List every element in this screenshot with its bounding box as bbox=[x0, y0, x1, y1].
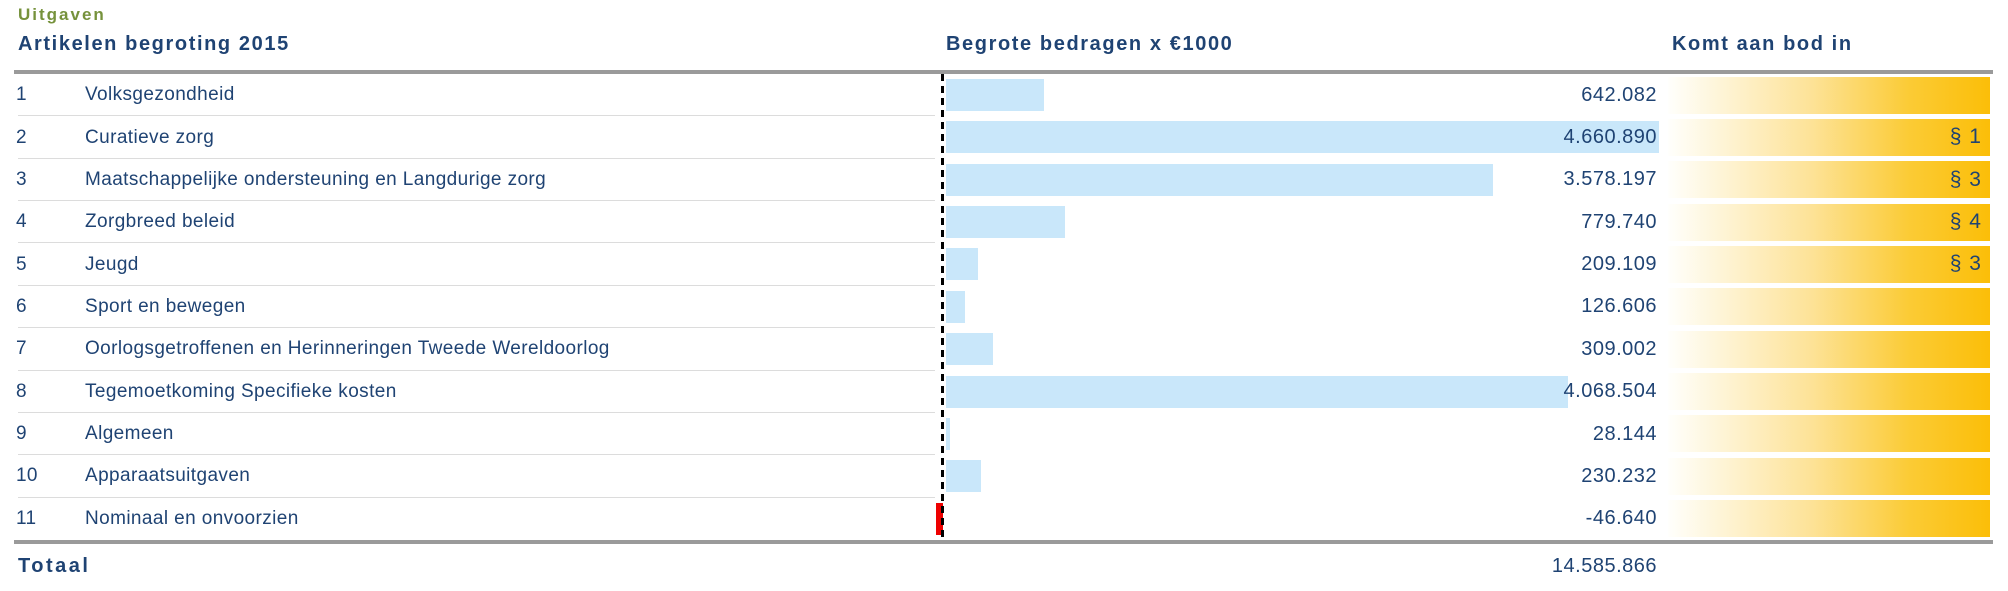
section-paragraph-label: § 4 bbox=[1949, 210, 1982, 234]
budget-bar bbox=[936, 502, 943, 535]
article-label: Algemeen bbox=[85, 423, 174, 445]
budget-value: 209.109 bbox=[1581, 253, 1657, 276]
budget-bar bbox=[946, 79, 1044, 111]
row-separator bbox=[18, 411, 935, 413]
article-number: 6 bbox=[16, 295, 27, 317]
total-rule bbox=[14, 540, 1993, 544]
column-header-amounts: Begrote bedragen x €1000 bbox=[946, 33, 1234, 55]
row-separator bbox=[18, 327, 935, 329]
row-separator bbox=[18, 157, 935, 159]
total-label: Totaal bbox=[18, 554, 91, 577]
section-gradient-bar bbox=[1668, 373, 1990, 411]
table-row: 6 Sport en bewegen 126.606 bbox=[0, 286, 2008, 329]
article-label: Tegemoetkoming Specifieke kosten bbox=[85, 380, 397, 402]
article-number: 3 bbox=[16, 168, 27, 190]
table-row: 5 Jeugd 209.109 § 3 bbox=[0, 243, 2008, 286]
zero-axis-dashed-line bbox=[941, 74, 944, 540]
article-label: Maatschappelijke ondersteuning en Langdu… bbox=[85, 168, 547, 190]
budget-value: 230.232 bbox=[1581, 464, 1657, 487]
budget-bar bbox=[946, 460, 981, 493]
article-label: Oorlogsgetroffenen en Herinneringen Twee… bbox=[85, 338, 610, 360]
article-number: 10 bbox=[16, 465, 38, 487]
row-separator bbox=[18, 369, 935, 371]
table-row: 7 Oorlogsgetroffenen en Herinneringen Tw… bbox=[0, 328, 2008, 371]
budget-value: 4.068.504 bbox=[1563, 380, 1657, 403]
header-rule bbox=[14, 70, 1993, 74]
column-header-section: Komt aan bod in bbox=[1672, 33, 1853, 55]
article-label: Sport en bewegen bbox=[85, 295, 246, 317]
budget-bar bbox=[946, 248, 978, 281]
section-paragraph-label: § 3 bbox=[1949, 167, 1982, 191]
budget-value: 28.144 bbox=[1592, 422, 1657, 445]
section-gradient-bar: § 4 bbox=[1668, 203, 1990, 241]
article-label: Nominaal en onvoorzien bbox=[85, 507, 299, 529]
budget-value: 3.578.197 bbox=[1563, 168, 1657, 191]
article-label: Zorgbreed beleid bbox=[85, 211, 236, 233]
table-row: 11 Nominaal en onvoorzien -46.640 bbox=[0, 498, 2008, 540]
section-gradient-bar bbox=[1668, 288, 1990, 326]
row-separator bbox=[18, 200, 935, 202]
article-number: 2 bbox=[16, 126, 27, 148]
section-gradient-bar: § 3 bbox=[1668, 245, 1990, 283]
section-gradient-bar bbox=[1668, 500, 1990, 538]
budget-bar bbox=[946, 375, 1568, 408]
row-separator bbox=[18, 242, 935, 244]
table-row: 9 Algemeen 28.144 bbox=[0, 413, 2008, 456]
section-gradient-bar: § 3 bbox=[1668, 161, 1990, 199]
section-gradient-bar bbox=[1668, 457, 1990, 495]
table-row: 10 Apparaatsuitgaven 230.232 bbox=[0, 455, 2008, 498]
section-gradient-bar bbox=[1668, 76, 1990, 114]
row-separator bbox=[18, 454, 935, 456]
budget-value: 126.606 bbox=[1581, 295, 1657, 318]
section-gradient-bar: § 1 bbox=[1668, 118, 1990, 156]
budget-bar bbox=[946, 290, 965, 323]
article-number: 5 bbox=[16, 253, 27, 275]
row-separator bbox=[18, 115, 935, 117]
budget-value: 779.740 bbox=[1581, 210, 1657, 233]
column-header-articles: Artikelen begroting 2015 bbox=[18, 33, 290, 55]
budget-bar bbox=[946, 163, 1493, 196]
budget-bar bbox=[946, 206, 1065, 239]
table-row: 1 Volksgezondheid 642.082 bbox=[0, 74, 2008, 117]
table-row: 2 Curatieve zorg 4.660.890 § 1 bbox=[0, 116, 2008, 159]
budget-value: 309.002 bbox=[1581, 337, 1657, 360]
budget-bar bbox=[946, 121, 1659, 154]
budget-value: 642.082 bbox=[1581, 83, 1657, 106]
section-gradient-bar bbox=[1668, 330, 1990, 368]
article-number: 11 bbox=[16, 507, 37, 529]
article-number: 1 bbox=[16, 84, 27, 106]
row-separator bbox=[18, 496, 935, 498]
table-row: 4 Zorgbreed beleid 779.740 § 4 bbox=[0, 201, 2008, 244]
article-number: 9 bbox=[16, 423, 27, 445]
article-label: Curatieve zorg bbox=[85, 126, 215, 148]
total-value: 14.585.866 bbox=[1551, 554, 1657, 577]
budget-value: -46.640 bbox=[1585, 507, 1657, 530]
article-number: 7 bbox=[16, 338, 27, 360]
budget-bar bbox=[946, 417, 950, 450]
page-title: Uitgaven bbox=[18, 5, 106, 24]
table-body: 1 Volksgezondheid 642.082 2 Curatieve zo… bbox=[0, 74, 2008, 540]
total-row: Totaal 14.585.866 bbox=[0, 546, 2008, 586]
row-separator bbox=[18, 284, 935, 286]
budget-bar bbox=[946, 333, 993, 366]
article-label: Volksgezondheid bbox=[85, 84, 235, 106]
article-label: Apparaatsuitgaven bbox=[85, 465, 251, 487]
section-gradient-bar bbox=[1668, 415, 1990, 453]
table-row: 8 Tegemoetkoming Specifieke kosten 4.068… bbox=[0, 371, 2008, 413]
table-row: 3 Maatschappelijke ondersteuning en Lang… bbox=[0, 159, 2008, 202]
article-label: Jeugd bbox=[85, 253, 139, 275]
article-number: 4 bbox=[16, 211, 27, 233]
section-paragraph-label: § 3 bbox=[1949, 252, 1982, 276]
section-paragraph-label: § 1 bbox=[1949, 125, 1982, 149]
article-number: 8 bbox=[16, 380, 27, 402]
budget-value: 4.660.890 bbox=[1563, 126, 1657, 149]
